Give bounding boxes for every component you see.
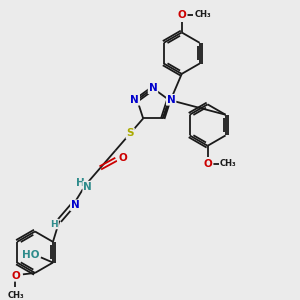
Text: CH₃: CH₃ [7, 291, 24, 300]
Text: O: O [204, 159, 213, 169]
Text: H: H [76, 178, 85, 188]
Text: N: N [130, 95, 139, 105]
Text: H: H [50, 220, 58, 229]
Text: N: N [83, 182, 92, 192]
Text: O: O [11, 271, 20, 281]
Text: N: N [148, 83, 157, 93]
Text: CH₃: CH₃ [220, 159, 237, 168]
Text: O: O [118, 153, 127, 163]
Text: N: N [167, 95, 176, 105]
Text: CH₃: CH₃ [194, 10, 211, 19]
Text: O: O [178, 10, 187, 20]
Text: S: S [127, 128, 134, 138]
Text: HO: HO [22, 250, 39, 260]
Text: N: N [71, 200, 80, 210]
